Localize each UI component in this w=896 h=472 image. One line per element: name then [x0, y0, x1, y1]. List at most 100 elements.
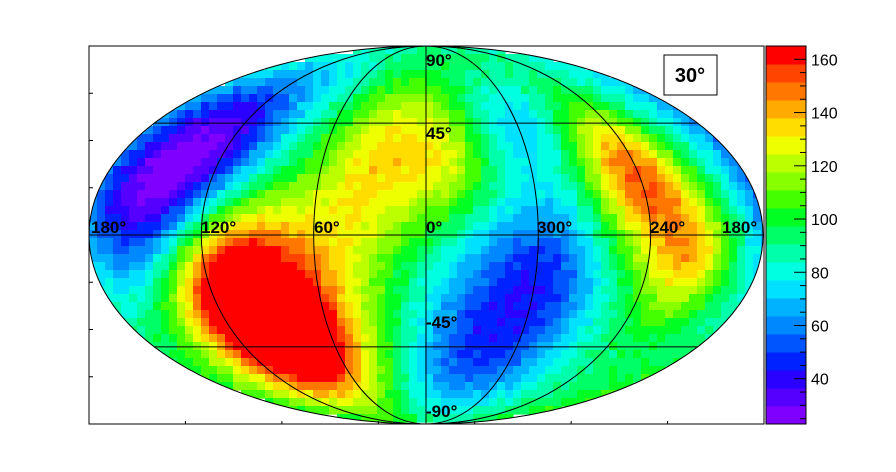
heatmap-cell-2901 — [289, 366, 298, 375]
heatmap-cell-20 — [313, 54, 322, 63]
heatmap-cell-2791 — [433, 350, 442, 359]
heatmap-cell-2170 — [305, 286, 314, 295]
heatmap-cell-557 — [577, 126, 586, 135]
heatmap-cell-1494 — [313, 222, 322, 231]
heatmap-cell-45 — [513, 54, 522, 63]
heatmap-cell-1116 — [665, 182, 674, 191]
heatmap-cell-23 — [337, 54, 346, 63]
heatmap-cell-3036 — [465, 382, 474, 391]
heatmap-cell-1568 — [225, 230, 234, 239]
heatmap-cell-685 — [417, 142, 426, 151]
heatmap-cell-1705 — [641, 238, 650, 247]
heatmap-cell-2202 — [561, 286, 570, 295]
heatmap-cell-1483 — [225, 222, 234, 231]
heatmap-cell-241 — [633, 86, 642, 95]
heatmap-cell-640 — [657, 134, 666, 143]
heatmap-cell-2533 — [665, 318, 674, 327]
heatmap-cell-2900 — [281, 366, 290, 375]
heatmap-cell-928 — [473, 166, 482, 175]
heatmap-cell-1624 — [673, 230, 682, 239]
heatmap-cell-863 — [593, 158, 602, 167]
heatmap-cell-193 — [249, 86, 258, 95]
heatmap-cell-2194 — [497, 286, 506, 295]
heatmap-cell-2680 — [657, 334, 666, 343]
heatmap-cell-1620 — [641, 230, 650, 239]
heatmap-cell-1801 — [729, 246, 738, 255]
heatmap-cell-2921 — [449, 366, 458, 375]
heatmap-cell-1105 — [577, 182, 586, 191]
heatmap-cell-1453 — [665, 214, 674, 223]
heatmap-cell-562 — [617, 126, 626, 135]
heatmap-cell-902 — [265, 166, 274, 175]
heatmap-cell-2743 — [593, 342, 602, 351]
heatmap-cell-1971 — [729, 262, 738, 271]
heatmap-cell-2787 — [401, 350, 410, 359]
heatmap-cell-807 — [145, 158, 154, 167]
heatmap-cell-1205 — [705, 190, 714, 199]
heatmap-cell-596 — [305, 134, 314, 143]
heatmap-cell-1283 — [657, 198, 666, 207]
heatmap-cell-1972 — [737, 262, 746, 271]
heatmap-cell-2711 — [337, 342, 346, 351]
heatmap-cell-744 — [273, 150, 282, 159]
heatmap-cell-1064 — [249, 182, 258, 191]
heatmap-cell-151 — [345, 78, 354, 87]
heatmap-cell-546 — [489, 126, 498, 135]
heatmap-cell-2273 — [481, 294, 490, 303]
heatmap-cell-606 — [385, 134, 394, 143]
heatmap-cell-1033 — [657, 174, 666, 183]
heatmap-cell-2329 — [281, 302, 290, 311]
heatmap-cell-191 — [233, 86, 242, 95]
heatmap-cell-1081 — [385, 182, 394, 191]
heatmap-cell-2494 — [353, 318, 362, 327]
heatmap-cell-1355 — [561, 206, 570, 215]
heatmap-cell-1258 — [457, 198, 466, 207]
heatmap-cell-817 — [225, 158, 234, 167]
heatmap-cell-591 — [265, 134, 274, 143]
heatmap-cell-1792 — [657, 246, 666, 255]
heatmap-cell-1682 — [457, 238, 466, 247]
heatmap-cell-977 — [209, 174, 218, 183]
heatmap-cell-1557 — [137, 230, 146, 239]
heatmap-cell-2468 — [145, 318, 154, 327]
heatmap-cell-2481 — [249, 318, 258, 327]
heatmap-cell-1883 — [705, 254, 714, 263]
heatmap-cell-2003 — [305, 270, 314, 279]
heatmap-cell-1858 — [505, 254, 514, 263]
heatmap-cell-1274 — [585, 198, 594, 207]
heatmap-cell-579 — [169, 134, 178, 143]
heatmap-cell-986 — [281, 174, 290, 183]
heatmap-cell-1250 — [393, 198, 402, 207]
heatmap-cell-353 — [569, 102, 578, 111]
heatmap-cell-2113 — [513, 278, 522, 287]
heatmap-cell-2522 — [577, 318, 586, 327]
heatmap-cell-139 — [249, 78, 258, 87]
heatmap-cell-103 — [345, 70, 354, 79]
heatmap-cell-2217 — [681, 286, 690, 295]
heatmap-cell-421 — [593, 110, 602, 119]
heatmap-cell-3107 — [289, 398, 298, 407]
heatmap-cell-1458 — [705, 214, 714, 223]
heatmap-cell-3150 — [329, 406, 338, 415]
heatmap-cell-2594 — [553, 326, 562, 335]
heatmap-cell-1278 — [617, 198, 626, 207]
colorbar-segment-20 — [766, 46, 806, 65]
heatmap-cell-3131 — [481, 398, 490, 407]
heatmap-cell-2505 — [441, 318, 450, 327]
heatmap-cell-2657 — [473, 334, 482, 343]
heatmap-cell-3030 — [417, 382, 426, 391]
heatmap-cell-1844 — [393, 254, 402, 263]
heatmap-cell-2007 — [337, 270, 346, 279]
heatmap-cell-3040 — [497, 382, 506, 391]
heatmap-cell-1809 — [113, 254, 122, 263]
heatmap-cell-17 — [489, 46, 498, 55]
heatmap-cell-792 — [657, 150, 666, 159]
heatmap-cell-1204 — [697, 190, 706, 199]
heatmap-cell-806 — [137, 158, 146, 167]
heatmap-cell-2339 — [361, 302, 370, 311]
heatmap-cell-3165 — [449, 406, 458, 415]
heatmap-cell-1497 — [337, 222, 346, 231]
heatmap-cell-1177 — [481, 190, 490, 199]
heatmap-cell-1152 — [281, 190, 290, 199]
heatmap-cell-3187 — [401, 414, 410, 423]
